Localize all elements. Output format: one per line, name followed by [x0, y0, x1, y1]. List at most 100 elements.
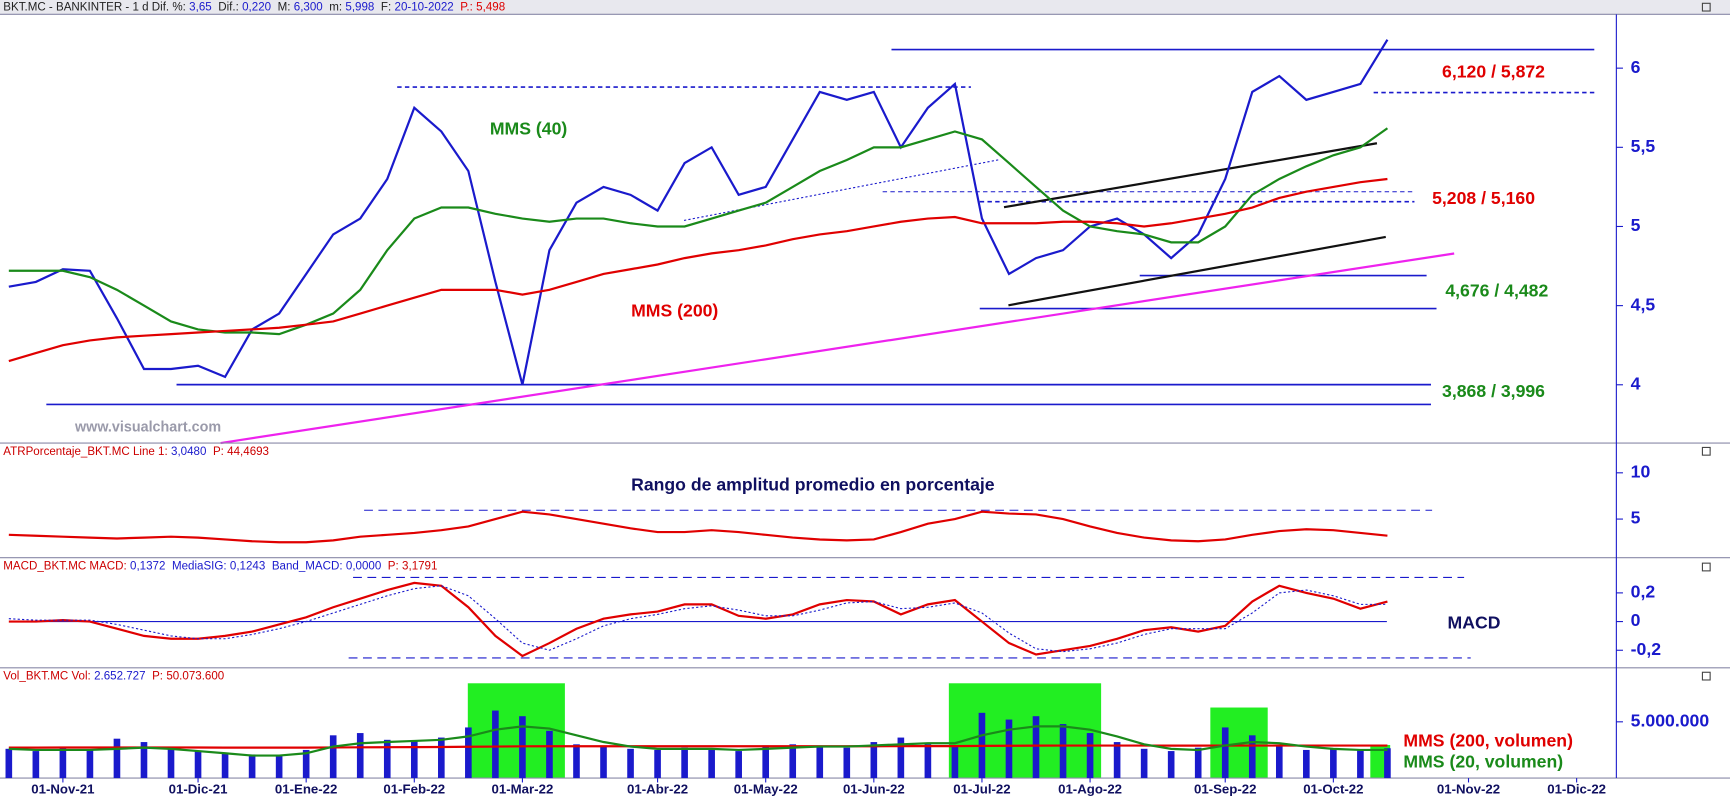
annotation: 5,208 / 5,160: [1432, 188, 1535, 208]
header-part: ATRPorcentaje_BKT.MC Line 1:: [3, 446, 167, 458]
volume-bar: [1248, 735, 1256, 779]
volume-bar: [465, 727, 472, 779]
header-bar: [0, 0, 1730, 15]
panel-header: ATRPorcentaje_BKT.MC Line 1: 3,0480 P: 44,…: [3, 446, 269, 458]
volume-bar: [681, 747, 688, 779]
volume-bar: [356, 733, 364, 779]
volume-bar: [1194, 747, 1202, 779]
x-tick-label: 01-Oct-22: [1303, 782, 1363, 797]
panel-header: MACD_BKT.MC MACD: 0,1372 MediaSIG: 0,1243 …: [3, 561, 437, 573]
header-part: M:: [274, 2, 290, 14]
volume-bar: [1330, 748, 1337, 779]
volume-bar: [546, 730, 553, 779]
panel-title: MACD: [1448, 612, 1501, 632]
volume-bar: [924, 744, 932, 779]
volume-bar: [167, 748, 175, 779]
x-tick-label: 01-Nov-21: [31, 782, 94, 797]
volume-bar: [1384, 748, 1391, 779]
header-part: MACD_BKT.MC MACD:: [3, 561, 126, 573]
volume-bar: [86, 749, 94, 779]
header-part: 3,65: [189, 2, 212, 14]
header-part: 0,1243: [230, 561, 265, 573]
control-icon: [1701, 562, 1711, 572]
header-part: 44,4693: [227, 446, 269, 458]
y-tick-label: 4,5: [1631, 294, 1656, 314]
volume-bar: [302, 749, 310, 779]
header-part: 0,1372: [130, 561, 165, 573]
x-tick-label: 01-Sep-22: [1194, 782, 1257, 797]
volume-bar: [275, 755, 283, 779]
header-part: 0,220: [242, 2, 271, 14]
volume-bar: [32, 751, 40, 779]
volume-bar: [600, 746, 607, 779]
x-tick-label: 01-Dic-22: [1547, 782, 1606, 797]
x-tick-label: 01-Jun-22: [843, 782, 905, 797]
header-part: P:: [210, 446, 224, 458]
panel-title: Rango de amplitud promedio en porcentaje: [631, 475, 995, 495]
header-part: P.:: [457, 2, 473, 14]
series-line: [8, 725, 1388, 757]
x-tick-label: 01-May-22: [734, 782, 798, 797]
y-tick-label: 0,2: [1631, 582, 1656, 602]
y-tick-label: 5,5: [1631, 136, 1656, 156]
x-tick-label: 01-Abr-22: [627, 782, 688, 797]
header-part: Vol_BKT.MC Vol:: [3, 671, 90, 683]
volume-bar: [410, 740, 418, 779]
panel-frames: [0, 13, 1730, 779]
trend-line: [1003, 142, 1378, 209]
volume-bar: [1032, 716, 1040, 779]
header-part: 2.652.727: [94, 671, 145, 683]
header-part: 5,498: [476, 2, 505, 14]
watermark: www.visualchart.com: [74, 419, 221, 435]
header-part: 6,300: [294, 2, 323, 14]
series-line: [8, 585, 1388, 653]
header-part: Band_MACD:: [269, 561, 343, 573]
x-tick-label: 01-Mar-22: [492, 782, 554, 797]
volume-bar: [221, 753, 229, 779]
volume-bar: [843, 747, 851, 779]
volume-bar: [329, 735, 337, 779]
header-part: Dif.:: [215, 2, 239, 14]
header-part: 3,0480: [171, 446, 206, 458]
x-tick-label: 01-Ene-22: [275, 782, 338, 797]
volume-bar: [248, 754, 256, 779]
annotation: MMS (200, volumen): [1403, 730, 1573, 750]
x-tick-label: 01-Feb-22: [383, 782, 445, 797]
series-line: [8, 510, 1388, 544]
header-part: 0,0000: [346, 561, 381, 573]
volume-bar: [1303, 749, 1310, 779]
header-part: m:: [326, 2, 342, 14]
annotation: 4,676 / 4,482: [1445, 281, 1548, 301]
y-tick-label: 10: [1631, 461, 1651, 481]
annotation: MMS (200): [631, 301, 718, 321]
volume-bar: [140, 742, 148, 779]
panel-header: Vol_BKT.MC Vol: 2.652.727 P: 50.073.600: [3, 671, 224, 683]
header-part: F:: [378, 2, 392, 14]
window-controls: [1701, 2, 1711, 681]
volume-bar: [194, 751, 202, 779]
volume-bar: [1005, 719, 1013, 779]
annotation: 3,868 / 3,996: [1442, 381, 1545, 401]
x-tick-label: 01-Dic-21: [169, 782, 228, 797]
x-tick-label: 01-Jul-22: [953, 782, 1010, 797]
volume-bar: [951, 746, 959, 779]
volume-bar: [708, 748, 715, 779]
trend-line: [220, 252, 1455, 445]
volume-bar: [573, 744, 580, 779]
y-tick-label: 5: [1631, 215, 1641, 235]
series-line: [8, 581, 1388, 658]
volume-bar: [789, 744, 797, 779]
volume-bar: [816, 746, 824, 779]
volume-bar: [1086, 733, 1094, 779]
volume-bar: [870, 742, 878, 779]
header-part: 5,998: [345, 2, 374, 14]
volume-highlights: [467, 683, 1391, 779]
volume-bar: [627, 748, 634, 779]
x-tick-label: 01-Ago-22: [1058, 782, 1122, 797]
series-line: [8, 39, 1389, 386]
y-tick-label: 5.000.000: [1631, 710, 1710, 730]
control-icon: [1701, 446, 1711, 456]
volume-bar: [897, 737, 905, 779]
header-part: MediaSIG:: [169, 561, 227, 573]
